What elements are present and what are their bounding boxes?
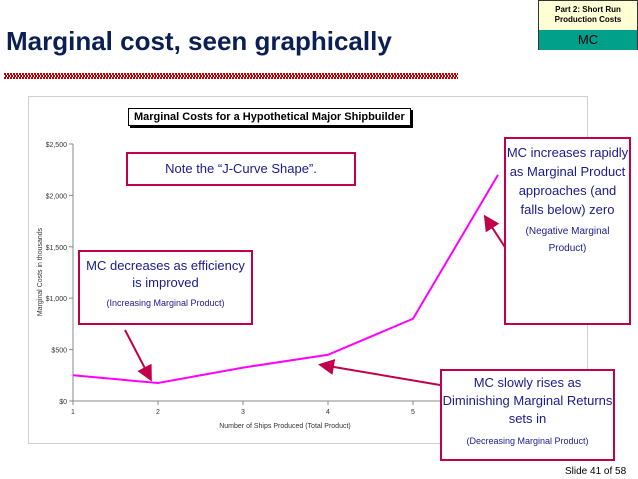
x-tick-label: 1 <box>71 409 75 416</box>
section-tag: Part 2: Short Run Production Costs MC <box>538 0 638 50</box>
x-axis-title: Number of Ships Produced (Total Product) <box>219 423 351 430</box>
increase-callout-text: MC increases rapidly as Marginal Product… <box>506 145 629 217</box>
y-axis-title: Marginal Costs in thousands <box>37 227 44 316</box>
x-tick-label: 2 <box>156 409 160 416</box>
x-tick-label: 4 <box>326 409 330 416</box>
y-tick-label: $500 <box>51 348 67 355</box>
y-tick-label: $1,500 <box>46 245 68 252</box>
y-tick-label: $0 <box>59 399 67 406</box>
jcurve-callout: Note the “J-Curve Shape”. <box>126 152 356 186</box>
x-tick-label: 5 <box>411 409 415 416</box>
section-topic-label: MC <box>539 30 637 50</box>
rises-arrow <box>318 359 441 386</box>
y-tick-label: $2,000 <box>46 193 68 200</box>
decrease-callout: MC decreases as efficiency is improved (… <box>78 250 253 325</box>
slide-title: Marginal cost, seen graphically <box>6 26 392 56</box>
mc-series-line <box>72 174 499 385</box>
decrease-callout-text: MC decreases as efficiency is improved <box>86 258 245 290</box>
title-divider <box>4 73 458 79</box>
y-tick-label: $2,500 <box>46 142 68 149</box>
rises-callout-text: MC slowly rises as Diminishing Marginal … <box>442 375 613 426</box>
increase-callout: MC increases rapidly as Marginal Product… <box>504 137 631 325</box>
rises-callout: MC slowly rises as Diminishing Marginal … <box>440 369 615 461</box>
slide-number: Slide 41 of 58 <box>565 466 627 477</box>
y-tick-label: $1,000 <box>46 296 68 303</box>
section-part-label: Part 2: Short Run Production Costs <box>539 1 637 30</box>
increase-callout-note: (Negative Marginal Product) <box>525 226 610 254</box>
decrease-arrow <box>124 329 152 382</box>
decrease-callout-note: (Increasing Marginal Product) <box>106 298 225 308</box>
chart-title: Marginal Costs for a Hypothetical Major … <box>128 108 411 126</box>
rises-callout-note: (Decreasing Marginal Product) <box>466 436 589 446</box>
x-tick-label: 3 <box>241 409 245 416</box>
